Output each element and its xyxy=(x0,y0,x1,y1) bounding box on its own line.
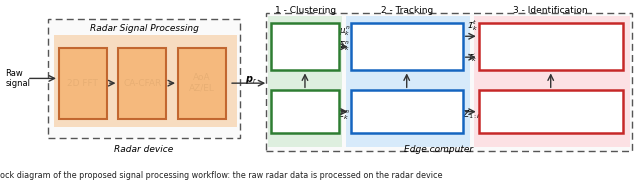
Text: 1 - Clustering: 1 - Clustering xyxy=(275,6,337,15)
Text: $\boldsymbol{p}_r$: $\boldsymbol{p}_r$ xyxy=(245,74,258,86)
Bar xyxy=(346,16,470,147)
Bar xyxy=(54,35,237,127)
Bar xyxy=(266,13,632,151)
Bar xyxy=(178,48,226,119)
Text: 3 - Identification: 3 - Identification xyxy=(513,6,588,15)
Text: 2 - Tracking: 2 - Tracking xyxy=(381,6,433,15)
Bar xyxy=(351,90,463,133)
Text: $\mathcal{T}_k$: $\mathcal{T}_k$ xyxy=(467,51,477,64)
Text: Classifier
TCPCN: Classifier TCPCN xyxy=(530,102,572,121)
Text: ock diagram of the proposed signal processing workflow: the raw radar data is pr: ock diagram of the proposed signal proce… xyxy=(0,171,442,180)
Text: CA-CFAR: CA-CFAR xyxy=(124,79,161,88)
Text: $\mathcal{I}_k^t$: $\mathcal{I}_k^t$ xyxy=(467,18,478,33)
Text: Edge computer: Edge computer xyxy=(404,145,473,154)
Bar xyxy=(48,19,240,138)
Text: Extended
target tracking: Extended target tracking xyxy=(372,37,441,56)
Text: Extension
estimation: Extension estimation xyxy=(281,37,329,56)
Text: Radar Signal Processing: Radar Signal Processing xyxy=(90,24,198,33)
Text: Association: Association xyxy=(381,107,433,116)
Bar xyxy=(351,23,463,71)
Text: $Z_k^n$: $Z_k^n$ xyxy=(337,108,349,122)
Bar xyxy=(268,16,342,147)
Text: DBSCAN: DBSCAN xyxy=(286,107,324,116)
Text: AoA
AZ/EL: AoA AZ/EL xyxy=(189,73,215,93)
Bar xyxy=(59,48,107,119)
Text: Raw
signal: Raw signal xyxy=(5,69,30,88)
Text: 2D FFT: 2D FFT xyxy=(67,79,99,88)
Text: Radar device: Radar device xyxy=(115,145,173,154)
Bar xyxy=(474,16,630,147)
Text: $\mu_k^n$
$\Sigma_k^n$: $\mu_k^n$ $\Sigma_k^n$ xyxy=(339,24,350,53)
Bar xyxy=(271,90,339,133)
Bar xyxy=(271,23,339,71)
Text: Identification
algorithm: Identification algorithm xyxy=(521,37,580,56)
Bar xyxy=(479,23,623,71)
Bar xyxy=(479,90,623,133)
Bar xyxy=(118,48,166,119)
Text: $Z_{1:K}$: $Z_{1:K}$ xyxy=(461,109,483,121)
